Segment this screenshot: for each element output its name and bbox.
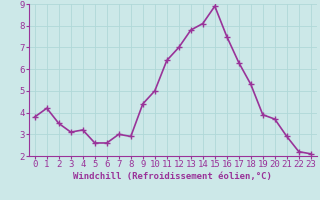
X-axis label: Windchill (Refroidissement éolien,°C): Windchill (Refroidissement éolien,°C) bbox=[73, 172, 272, 181]
